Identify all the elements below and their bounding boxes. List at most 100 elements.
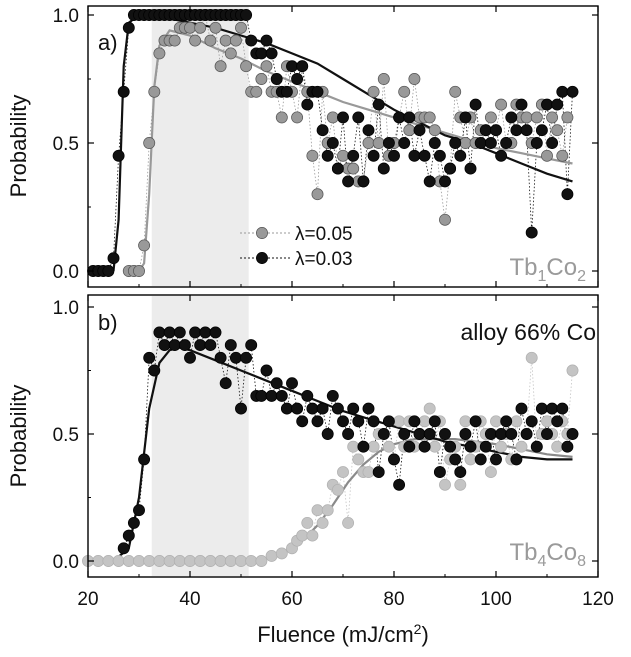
data-point (510, 453, 523, 466)
data-point (306, 529, 319, 542)
data-point (454, 149, 467, 162)
data-point (530, 111, 543, 124)
data-point (357, 440, 370, 453)
data-point (479, 124, 492, 137)
data-point (219, 34, 232, 47)
data-point (184, 21, 196, 34)
data-point (535, 402, 548, 415)
legend: λ=0.05 λ=0.03 (240, 224, 353, 270)
data-point (260, 34, 273, 47)
data-point (423, 428, 436, 440)
data-point (326, 137, 339, 149)
data-point (168, 34, 181, 47)
x-tick-label: 80 (383, 589, 404, 610)
data-point (204, 34, 217, 47)
data-point (377, 73, 390, 85)
data-point (510, 124, 523, 137)
data-point (469, 98, 482, 111)
data-point (382, 137, 395, 149)
data-point (372, 466, 385, 479)
data-point (321, 149, 334, 162)
data-point (173, 326, 186, 339)
data-point (122, 529, 135, 542)
data-point (484, 137, 497, 149)
data-point (224, 555, 237, 567)
data-point (546, 137, 559, 149)
data-point (393, 415, 406, 428)
data-point (245, 555, 258, 567)
data-point (301, 389, 314, 402)
data-point (561, 440, 574, 453)
data-point (500, 137, 513, 149)
data-point (316, 516, 329, 529)
data-point (178, 339, 191, 352)
data-point (413, 124, 426, 137)
x-axis-title: Fluence (mJ/cm2) (257, 621, 429, 647)
data-point (439, 213, 451, 226)
data-point (291, 402, 304, 415)
data-point (127, 516, 140, 529)
data-point (398, 137, 411, 149)
data-point (280, 85, 293, 98)
x-tick-label: 120 (582, 589, 614, 610)
data-point (275, 547, 288, 560)
data-point (541, 415, 553, 428)
data-point (372, 137, 385, 149)
data-point (525, 415, 538, 428)
data-point (413, 428, 426, 440)
data-point (275, 111, 288, 124)
data-point (403, 124, 416, 137)
data-point (291, 73, 304, 85)
data-point (189, 34, 202, 47)
data-point (357, 175, 370, 188)
data-point (449, 453, 462, 466)
data-point (484, 111, 497, 124)
data-point (153, 326, 166, 339)
data-point (566, 428, 579, 440)
panel-b-ylabel: Probability (6, 385, 31, 488)
data-point (347, 162, 360, 175)
data-point (418, 149, 431, 162)
data-point (158, 339, 171, 352)
data-point (184, 555, 196, 567)
data-point (153, 555, 166, 567)
data-point (337, 466, 349, 479)
legend-label-gray: λ=0.05 (295, 224, 353, 245)
y-tick-label: 1.0 (53, 6, 79, 27)
data-point (270, 377, 283, 390)
data-point (342, 428, 355, 440)
data-point (265, 549, 278, 562)
data-point (352, 111, 365, 124)
data-point (525, 226, 538, 239)
data-point (352, 415, 365, 428)
data-point (449, 137, 462, 149)
data-point (464, 453, 477, 466)
data-point (566, 85, 579, 98)
data-point (102, 265, 115, 277)
data-point (143, 137, 156, 149)
data-point (311, 504, 324, 517)
data-point (551, 124, 564, 137)
data-point (454, 478, 467, 491)
data-point (194, 555, 207, 567)
data-point (525, 351, 538, 364)
data-point (347, 149, 360, 162)
y-tick-label: 0.5 (53, 134, 79, 155)
data-point (347, 402, 360, 415)
data-point (133, 504, 145, 517)
data-point (566, 364, 579, 377)
data-point (561, 188, 574, 201)
data-point (459, 111, 472, 124)
data-point (500, 415, 513, 428)
data-point (428, 124, 441, 137)
data-point (362, 466, 375, 479)
data-point (520, 428, 533, 440)
data-point (296, 415, 309, 428)
data-point (541, 428, 553, 440)
panel-a-axes: 0.0 0.5 1.0 (53, 6, 599, 287)
data-point (495, 149, 508, 162)
data-point (194, 339, 207, 352)
data-point (530, 440, 543, 453)
panel-b-axes: 20 40 60 80 100 120 0.0 0.5 1.0 (53, 295, 614, 610)
data-point (209, 21, 222, 34)
